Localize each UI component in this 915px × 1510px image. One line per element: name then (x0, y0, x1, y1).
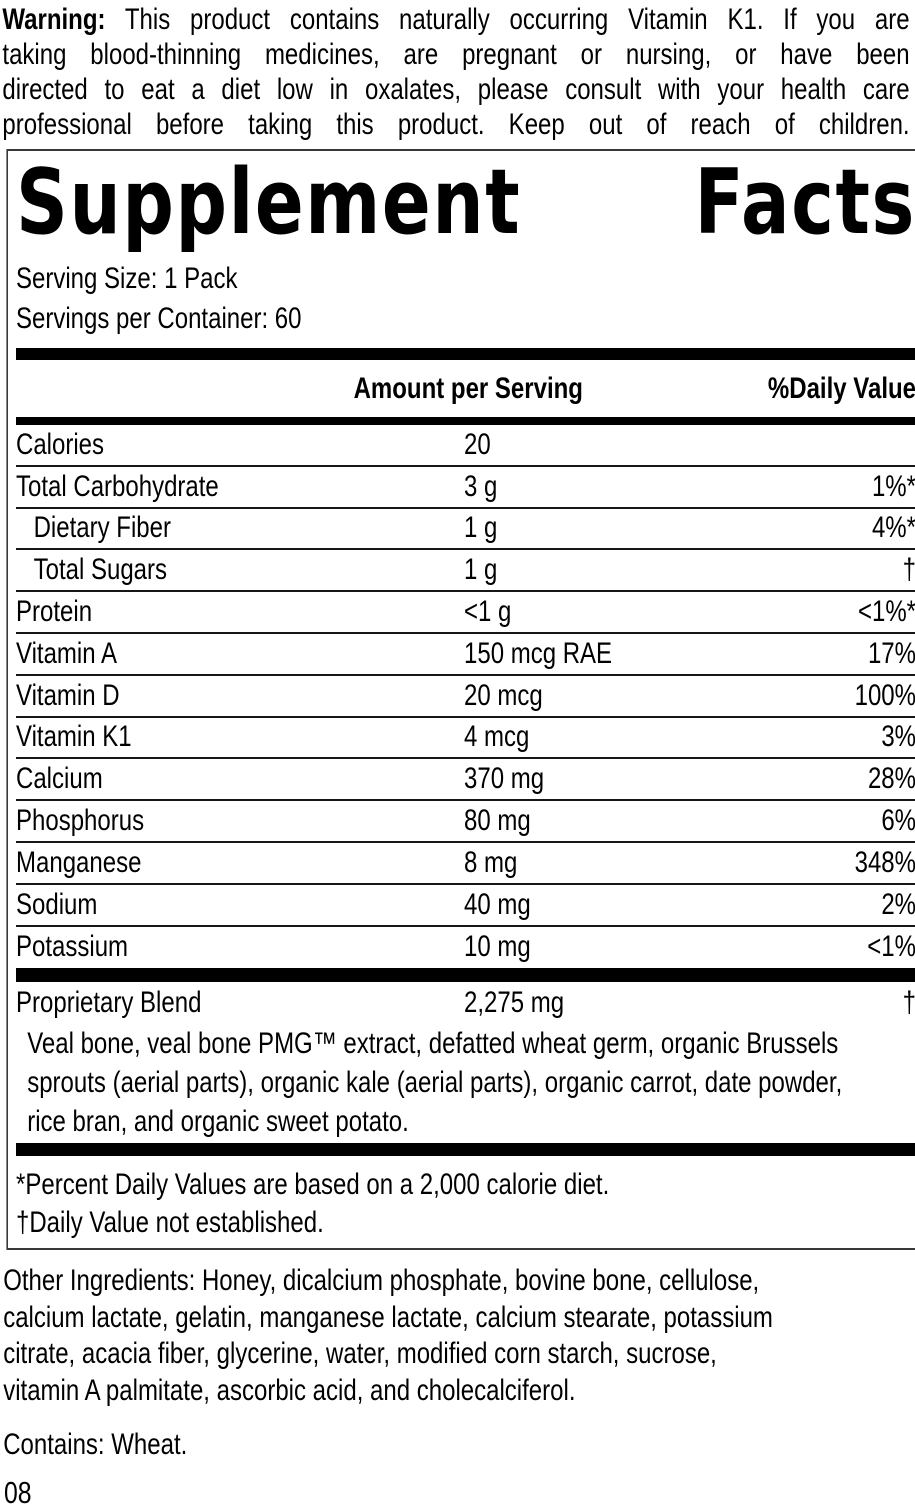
footnote-daily-values: *Percent Daily Values are based on a 2,0… (16, 1168, 610, 1202)
column-header-amount: Amount per Serving (353, 372, 583, 405)
nutrient-name: Total Sugars (33, 553, 168, 587)
nutrient-row-vitamin-k1: Vitamin K1 4 mcg 3% (16, 718, 915, 760)
nutrient-amount: <1 g (464, 595, 512, 629)
nutrient-name: Potassium (16, 930, 129, 964)
footnotes: *Percent Daily Values are based on a 2,0… (16, 1166, 915, 1246)
blend-description: Veal bone, veal bone PMG™ extract, defat… (16, 1024, 915, 1143)
nutrient-row-vitamin-a: Vitamin A 150 mcg RAE 17% (16, 634, 915, 676)
panel-title: Supplement Facts (16, 150, 915, 255)
nutrient-amount: 3 g (464, 469, 498, 503)
blend-description-line: sprouts (aerial parts), organic kale (ae… (27, 1066, 843, 1100)
nutrient-amount: 150 mcg RAE (464, 636, 613, 670)
allergen-statement: Contains: Wheat. (3, 1428, 188, 1462)
divider-bar-medium (16, 417, 915, 425)
nutrient-row-dietary-fiber: Dietary Fiber 1 g 4%* (16, 509, 915, 551)
nutrient-row-manganese: Manganese 8 mg 348% (16, 843, 915, 885)
warning-line: directed to eat a diet low in oxalates, … (2, 73, 910, 106)
nutrient-row-calories: Calories 20 (16, 425, 915, 467)
blend-description-line: rice bran, and organic sweet potato. (27, 1105, 409, 1139)
nutrient-name: Protein (16, 595, 93, 629)
nutrient-amount: 2,275 mg (464, 986, 565, 1020)
nutrient-dv: <1% (867, 930, 915, 964)
nutrient-name: Calcium (16, 762, 103, 796)
nutrient-name: Vitamin K1 (16, 720, 132, 754)
nutrient-row-potassium: Potassium 10 mg <1% (16, 927, 915, 969)
nutrient-name: Phosphorus (16, 804, 145, 838)
nutrient-amount: 370 mg (464, 762, 545, 796)
page-number: 08 (4, 1475, 32, 1510)
divider-bar-thick (16, 1143, 915, 1157)
nutrient-name: Total Carbohydrate (16, 469, 219, 503)
warning-paragraph: Warning: This product contains naturally… (2, 2, 909, 142)
serving-size: Serving Size: 1 Pack (16, 262, 238, 295)
nutrient-name: Vitamin A (16, 636, 117, 670)
other-ingredients-line: Other Ingredients: Honey, dicalcium phos… (3, 1264, 760, 1298)
other-ingredients-line: citrate, acacia fiber, glycerine, water,… (3, 1337, 717, 1371)
nutrient-name: Vitamin D (16, 678, 120, 712)
nutrient-dv: 17% (867, 636, 915, 670)
nutrient-amount: 4 mcg (464, 720, 530, 754)
nutrient-row-sodium: Sodium 40 mg 2% (16, 885, 915, 927)
servings-per-container: Servings per Container: 60 (16, 302, 302, 335)
nutrient-dv: † (902, 553, 915, 587)
nutrient-dv: 348% (854, 845, 915, 879)
footnote-dv-not-established: †Daily Value not established. (16, 1206, 324, 1240)
nutrient-row-calcium: Calcium 370 mg 28% (16, 759, 915, 802)
other-ingredients-paragraph: Other Ingredients: Honey, dicalcium phos… (3, 1263, 907, 1409)
other-ingredients-line: vitamin A palmitate, ascorbic acid, and … (3, 1373, 576, 1407)
divider-bar-thick (16, 968, 915, 983)
nutrient-name: Proprietary Blend (16, 986, 202, 1020)
nutrient-amount: 10 mg (464, 930, 531, 964)
nutrient-amount: 1 g (464, 511, 498, 545)
warning-label: Warning: (2, 3, 106, 36)
nutrient-amount: 40 mg (464, 887, 531, 921)
warning-line: professional before taking this product.… (2, 108, 910, 141)
blend-description-line: Veal bone, veal bone PMG™ extract, defat… (27, 1027, 839, 1061)
nutrient-dv: 28% (867, 762, 915, 796)
nutrient-row-phosphorus: Phosphorus 80 mg 6% (16, 801, 915, 843)
nutrient-row-vitamin-d: Vitamin D 20 mcg 100% (16, 676, 915, 718)
supplement-facts-panel: Supplement Facts Serving Size: 1 Pack Se… (6, 149, 915, 1251)
nutrient-name: Manganese (16, 845, 142, 879)
warning-text: This product contains naturally occurrin… (105, 3, 910, 36)
nutrient-dv: 100% (854, 678, 915, 712)
nutrient-dv: 3% (881, 720, 915, 754)
column-header-row: Amount per Serving %Daily Value (16, 360, 915, 417)
nutrient-amount: 1 g (464, 553, 498, 587)
nutrient-dv: 6% (881, 804, 915, 838)
nutrient-dv: † (902, 986, 915, 1020)
nutrient-name: Calories (16, 427, 105, 461)
nutrient-dv: 2% (881, 887, 915, 921)
nutrient-row-total-sugars: Total Sugars 1 g † (16, 550, 915, 593)
nutrient-dv: <1%* (857, 595, 915, 629)
nutrient-name: Dietary Fiber (33, 511, 171, 545)
nutrient-row-total-carbohydrate: Total Carbohydrate 3 g 1%* (16, 467, 915, 509)
nutrient-dv: 1%* (871, 469, 915, 503)
divider-bar-thick (16, 348, 915, 360)
warning-line: Warning: This product contains naturally… (2, 2, 909, 37)
nutrient-row-protein: Protein <1 g <1%* (16, 592, 915, 634)
other-ingredients-line: calcium lactate, gelatin, manganese lact… (3, 1300, 773, 1334)
nutrient-amount: 8 mg (464, 845, 518, 879)
nutrient-row-proprietary-blend: Proprietary Blend 2,275 mg † (16, 982, 915, 1024)
nutrient-amount: 20 mcg (464, 678, 543, 712)
nutrient-amount: 80 mg (464, 804, 531, 838)
column-header-daily-value: %Daily Value (767, 372, 915, 405)
warning-line: taking blood-thinning medicines, are pre… (2, 38, 910, 71)
nutrient-name: Sodium (16, 887, 98, 921)
nutrient-dv: 4%* (871, 511, 915, 545)
nutrient-amount: 20 (464, 427, 491, 461)
